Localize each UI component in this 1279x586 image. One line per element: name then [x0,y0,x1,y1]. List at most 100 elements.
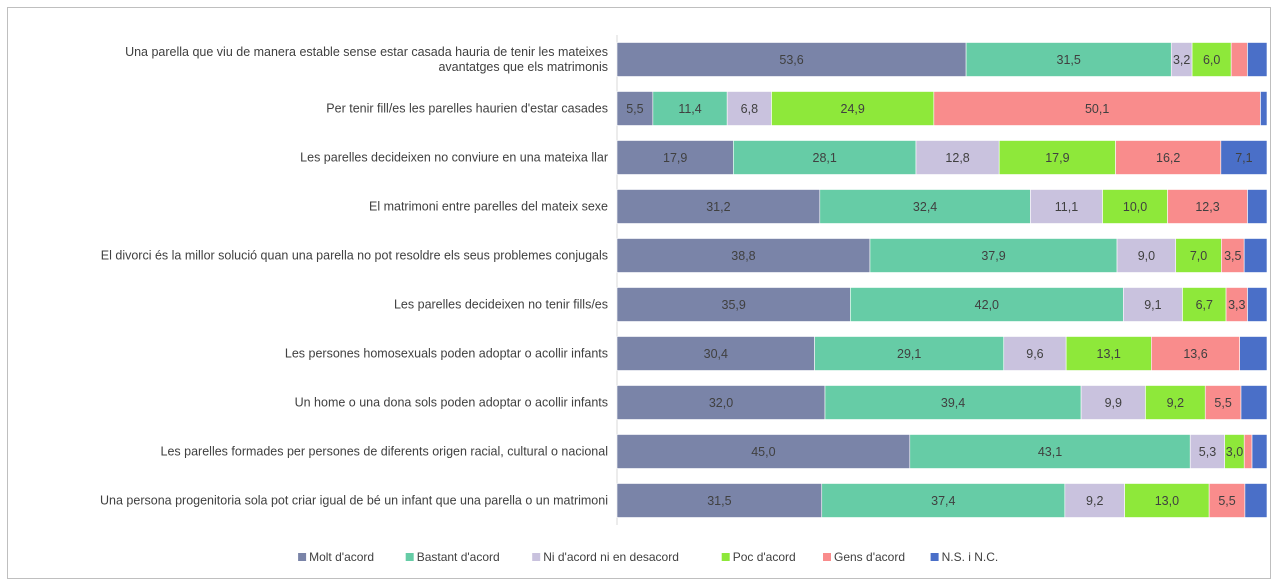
data-label: 3,0 [1226,445,1243,459]
category-label: Les parelles formades per persones de di… [161,445,608,459]
bar-segment [869,238,1118,273]
bar-segment [616,385,826,420]
bar-segment [616,91,654,126]
bar-segment [1123,287,1183,322]
data-label: 11,1 [1055,200,1078,214]
bar-segment [616,140,734,175]
bar-segment [1003,336,1067,371]
data-label: 17,9 [1045,151,1069,165]
data-label: 5,5 [1218,494,1235,508]
data-label: 13,6 [1183,347,1207,361]
data-label: 43,1 [1038,445,1062,459]
data-label: 24,9 [841,102,865,116]
data-label: 7,0 [1190,249,1207,263]
data-label: 3,3 [1228,298,1245,312]
category-label: El divorci és la millor solució quan una… [101,249,608,263]
bar-segment [616,238,871,273]
bar-segment [1239,336,1268,371]
bar-segment [1260,91,1268,126]
category-label: Un home o una dona sols poden adoptar o … [295,396,608,410]
bar-segment [1167,189,1248,224]
bar-segment [814,336,1005,371]
legend-label: Ni d'acord ni en desacord [543,550,679,564]
bar-segment [824,385,1082,420]
bars [616,42,1268,518]
data-label: 42,0 [975,298,999,312]
chart-frame: Una parella que viu de manera estable se… [7,7,1271,579]
category-labels: Una parella que viu de manera estable se… [100,45,608,508]
data-label: 53,6 [779,53,803,67]
bar-segment [1204,385,1242,420]
data-label: 11,4 [678,102,701,116]
bar-segment [1208,483,1246,518]
legend-swatch [298,553,307,561]
data-label: 38,8 [731,249,755,263]
data-label: 13,0 [1155,494,1179,508]
stacked-bar-chart: Una parella que viu de manera estable se… [100,35,1268,564]
bar-segment [965,42,1172,77]
data-label: 6,7 [1196,298,1213,312]
bar-segment [616,434,911,469]
data-label: 5,3 [1199,445,1216,459]
data-label: 13,1 [1097,347,1121,361]
data-label: 9,9 [1105,396,1122,410]
data-label: 45,0 [751,445,775,459]
bar-segment [616,42,967,77]
data-label: 31,5 [1057,53,1081,67]
bar-segment [915,140,1000,175]
data-label: 35,9 [722,298,746,312]
bar-segment [1240,385,1268,420]
data-label: 29,1 [897,347,921,361]
legend-swatch [930,553,939,561]
bar-segment [1220,140,1268,175]
data-label: 32,0 [709,396,733,410]
bar-segment [1247,287,1268,322]
data-label: 6,8 [741,102,758,116]
data-label: 9,0 [1138,249,1155,263]
legend-label: Bastant d'acord [417,550,500,564]
data-label: 30,4 [704,347,728,361]
bar-segment [819,189,1031,224]
data-label: 12,8 [945,151,969,165]
bar-segment [1124,483,1210,518]
category-label: Les parelles decideixen no conviure en u… [300,151,608,165]
bar-segment [1243,434,1253,469]
bar-segment [652,91,728,126]
bar-segment [1116,238,1177,273]
bar-segment [616,336,815,371]
bar-segment [616,287,851,322]
data-label: 10,0 [1123,200,1147,214]
bar-segment [1230,42,1248,77]
data-label: 31,5 [707,494,731,508]
category-label: Les parelles decideixen no tenir fills/e… [394,298,608,312]
data-label: 3,2 [1173,53,1190,67]
category-label: Per tenir fill/es les parelles haurien d… [326,102,608,116]
bar-segment [726,91,772,126]
bar-segment [1189,434,1226,469]
legend-label: Poc d'acord [733,550,796,564]
bar-segment [1244,483,1268,518]
data-label: 5,5 [1214,396,1231,410]
bar-segment [850,287,1124,322]
data-label: 3,5 [1224,249,1241,263]
data-label: 6,0 [1203,53,1220,67]
bar-segment [998,140,1116,175]
bar-segment [1247,189,1268,224]
bar-segment [1064,483,1125,518]
data-label: 37,9 [981,249,1005,263]
bar-segment [1247,42,1268,77]
data-label: 9,2 [1167,396,1184,410]
legend-swatch [532,553,541,561]
bar-segment [1243,238,1268,273]
data-label: 12,3 [1195,200,1219,214]
category-label: Les persones homosexuals poden adoptar o… [285,347,608,361]
bar-segment [733,140,917,175]
data-label: 16,2 [1156,151,1180,165]
bar-segment [1102,189,1168,224]
data-label: 9,6 [1026,347,1043,361]
bar-segment [909,434,1191,469]
data-label: 7,1 [1235,151,1252,165]
data-labels: 53,6 31,5 3,2 6,0 5,5 11,4 6,8 24,9 50,1 17,9 28,1… [626,53,1252,508]
data-label: 28,1 [813,151,837,165]
legend-swatch [823,553,831,561]
